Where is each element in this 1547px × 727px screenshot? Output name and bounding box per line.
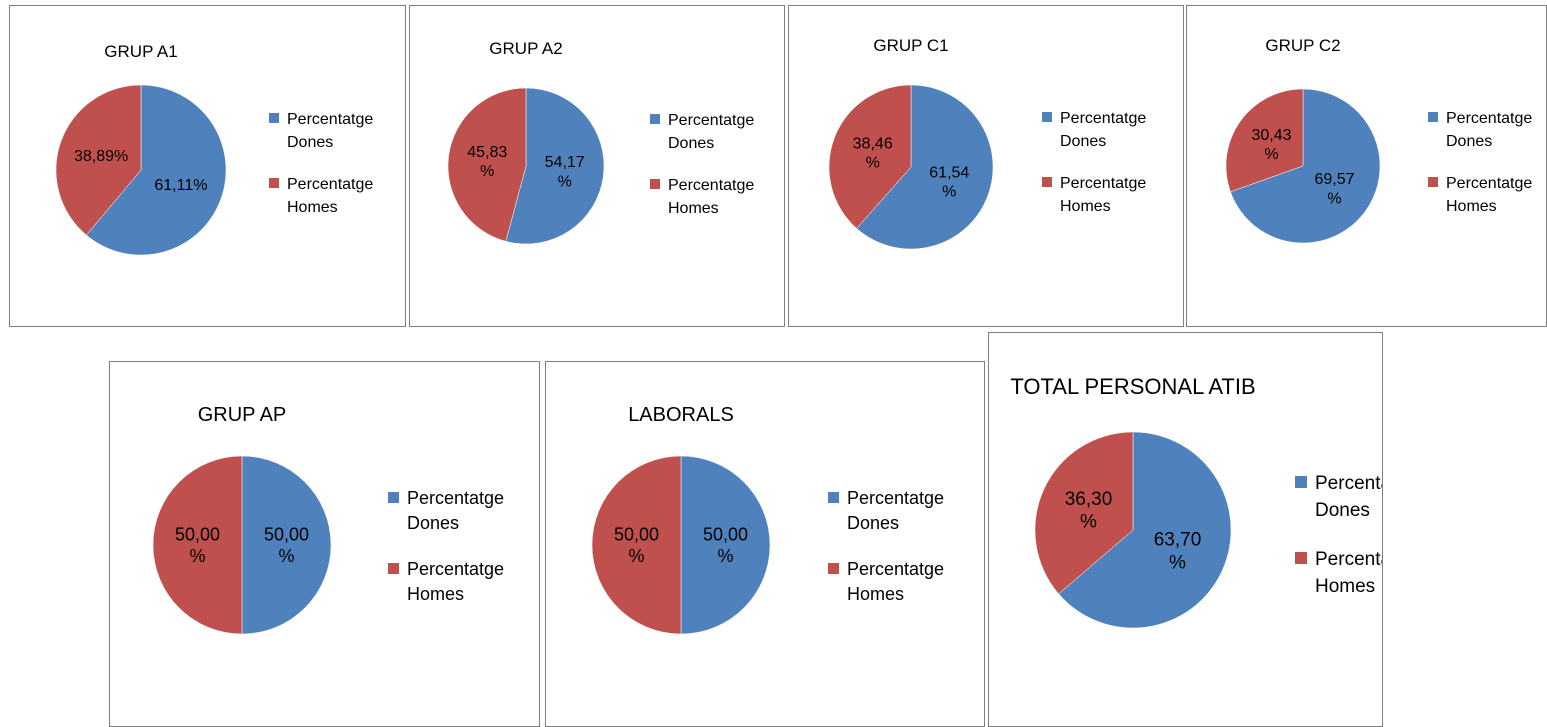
pie-chart-grup-ap: GRUP AP 50,00 % 50,00 % Percentatge Dones Perce…: [152, 404, 504, 635]
pie-slice-percentatge-homes: [1225, 88, 1304, 193]
data-label-percentatge-dones: 61,54%: [929, 165, 969, 201]
data-label-percentatge-homes: 38,89%: [74, 148, 128, 165]
legend-swatch: [1428, 177, 1438, 187]
chart-title: GRUP A1: [104, 42, 177, 61]
data-label-percentatge-dones: 54,17%: [545, 154, 585, 190]
legend-swatch: [1428, 112, 1438, 122]
pie-chart-grup-a1: GRUP A1 61,11% 38,89% Percentatge Dones Perce…: [55, 42, 373, 256]
legend-swatch: [269, 178, 279, 188]
legend-swatch: [388, 563, 399, 574]
pie-slice-percentatge-dones: [1230, 88, 1381, 244]
chart-title: GRUP A2: [489, 39, 562, 58]
data-label-percentatge-dones: 69,57%: [1314, 171, 1354, 207]
chart-panel-grup-a2: GRUP A2 54,17% 45,83% Percentatge Dones Perce…: [409, 5, 785, 327]
pie-slice-percentatge-dones: [505, 87, 605, 245]
chart-title: GRUP C2: [1265, 36, 1340, 55]
data-label-percentatge-homes: 45,83%: [467, 144, 507, 180]
pie-slice-percentatge-homes: [152, 455, 243, 635]
chart-panel-grup-c2: GRUP C2 69,57% 30,43% Percentatge Dones Perce…: [1186, 5, 1547, 327]
data-label-percentatge-homes: 38,46%: [853, 136, 893, 172]
pie-slice-percentatge-dones: [86, 84, 227, 256]
legend-swatch: [650, 179, 660, 189]
pie-chart-grup-a2: GRUP A2 54,17 % 45,83 % Percentatge Dones Perce…: [447, 39, 754, 245]
pie-slice-percentatge-dones: [856, 84, 994, 250]
pie-slice-percentatge-homes: [447, 87, 527, 242]
pie-chart-laborals: LABORALS 50,00 % 50,00 % Percentatge Dones Perc…: [591, 404, 944, 635]
chart-panel-laborals: LABORALS 50,00% 50,00% Percentatge Dones Perc…: [545, 361, 985, 727]
pie-slice-percentatge-dones: [241, 455, 332, 635]
legend-swatch: [388, 492, 399, 503]
chart-panel-total-personal-atib: TOTAL PERSONAL ATIB 63,70% 36,30% Percentat…: [988, 332, 1383, 727]
chart-title: LABORALS: [628, 404, 734, 426]
data-label-percentatge-homes: 30,43%: [1251, 127, 1291, 163]
chart-panel-grup-c1: GRUP C1 61,54% 38,46% Percentatge Dones Perce…: [788, 5, 1184, 327]
pie-slice-percentatge-homes: [1034, 431, 1134, 595]
pie-slice-percentatge-homes: [591, 455, 682, 635]
chart-title: GRUP AP: [198, 404, 287, 426]
legend-swatch: [828, 492, 839, 503]
pie-slice-percentatge-dones: [680, 455, 771, 635]
legend-swatch: [1295, 552, 1307, 564]
legend-swatch: [1042, 177, 1052, 187]
data-label-percentatge-dones: 61,11%: [154, 177, 207, 194]
data-label-percentatge-dones: 63,70%: [1154, 530, 1202, 574]
pie-chart-grup-c1: GRUP C1 61,54 % 38,46 % Percentatge Dones Perce…: [828, 36, 1146, 250]
pie-chart-grup-c2: GRUP C2 69,57 % 30,43 % Percentatge Dones Perce…: [1225, 36, 1532, 244]
pie-slice-percentatge-dones: [1058, 431, 1232, 629]
legend-swatch: [1295, 476, 1307, 488]
chart-title: TOTAL PERSONAL ATIB: [1010, 374, 1255, 399]
pie-slice-percentatge-homes: [828, 84, 912, 229]
chart-panel-grup-ap: GRUP AP 50,00% 50,00% Percentatge Dones Perce…: [109, 361, 540, 727]
legend-swatch: [650, 114, 660, 124]
data-label-percentatge-dones: 50,00%: [264, 525, 309, 567]
pie-chart-total-personal-atib: TOTAL PERSONAL ATIB 63,70% 36,30% Percentat…: [1010, 374, 1382, 629]
pie-slice-percentatge-homes: [55, 84, 142, 236]
legend-swatch: [269, 113, 279, 123]
data-label-percentatge-homes: 36,30%: [1065, 489, 1113, 533]
legend-swatch: [828, 563, 839, 574]
data-label-percentatge-dones: 50,00%: [703, 525, 748, 567]
legend-swatch: [1042, 112, 1052, 122]
data-label-percentatge-homes: 50,00%: [614, 525, 659, 567]
chart-panel-grup-a1: GRUP A1 61,11% 38,89% Percentatge Dones Perce…: [9, 5, 406, 327]
data-label-percentatge-homes: 50,00%: [175, 525, 220, 567]
chart-title: GRUP C1: [873, 36, 948, 55]
